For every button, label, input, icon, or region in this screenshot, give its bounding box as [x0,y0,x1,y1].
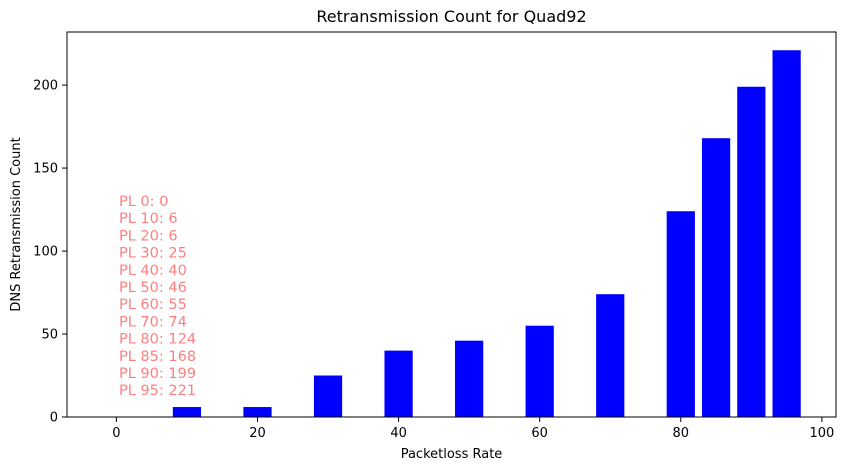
annotation-label: PL 70: 74 [119,314,187,330]
x-axis-label: Packetloss Rate [401,447,503,462]
bar-pl-85 [701,138,731,417]
bar-pl-10 [172,407,202,417]
bar-pl-30 [313,375,343,417]
x-tick-label: 20 [249,426,266,441]
x-tick-label: 100 [809,426,834,441]
x-tick-label: 60 [531,426,548,441]
bar-pl-40 [384,350,413,417]
annotation-label: PL 60: 55 [119,297,187,313]
bar-pl-60 [525,325,554,417]
annotation-label: PL 85: 168 [119,349,196,365]
bar-pl-80 [666,211,695,417]
plot-frame [66,31,837,418]
annotation-label: PL 90: 199 [119,366,196,382]
y-axis-ticks: 0 50 100 150 200 [33,79,67,426]
annotation-label: PL 95: 221 [119,383,196,399]
annotation-label: PL 30: 25 [119,246,187,262]
chart-title: Retransmission Count for Quad92 [316,7,586,26]
x-tick-label: 80 [673,426,690,441]
x-axis-ticks: 0 20 40 60 80 100 [112,417,834,441]
x-tick-label: 40 [390,426,407,441]
annotation-label: PL 0: 0 [119,194,168,210]
y-tick-label: 100 [33,245,58,260]
bar-pl-90 [737,86,766,417]
bar-pl-20 [243,407,272,417]
annotation-label: PL 10: 6 [119,211,178,227]
annotation-label: PL 50: 46 [119,280,187,296]
bars-group [172,50,801,418]
bar-pl-95 [772,50,801,418]
annotation-label: PL 20: 6 [119,228,178,244]
y-axis-label: DNS Retransmission Count [9,137,24,311]
y-tick-label: 150 [33,162,58,177]
annotation-label: PL 40: 40 [119,263,187,279]
bar-pl-50 [455,340,484,417]
bar-pl-70 [596,294,625,417]
y-tick-label: 50 [41,328,58,343]
annotation-label: PL 80: 124 [119,332,196,348]
y-tick-label: 0 [50,411,58,426]
y-tick-label: 200 [33,79,58,94]
x-tick-label: 0 [112,426,120,441]
